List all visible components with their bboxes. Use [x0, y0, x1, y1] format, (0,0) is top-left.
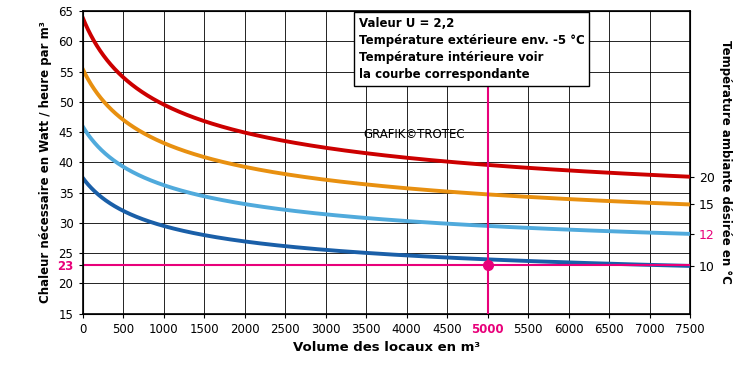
X-axis label: Volume des locaux en m³: Volume des locaux en m³	[292, 341, 480, 354]
Y-axis label: Chaleur nécessaire en Watt / heure par m³: Chaleur nécessaire en Watt / heure par m…	[39, 21, 52, 303]
Text: Valeur U = 2,2
Température extérieure env. -5 °C
Température intérieure voir
la : Valeur U = 2,2 Température extérieure en…	[359, 17, 585, 81]
Y-axis label: Température ambiante désirée en °C: Température ambiante désirée en °C	[718, 41, 731, 284]
Text: GRAFIK©TROTEC: GRAFIK©TROTEC	[363, 128, 465, 141]
